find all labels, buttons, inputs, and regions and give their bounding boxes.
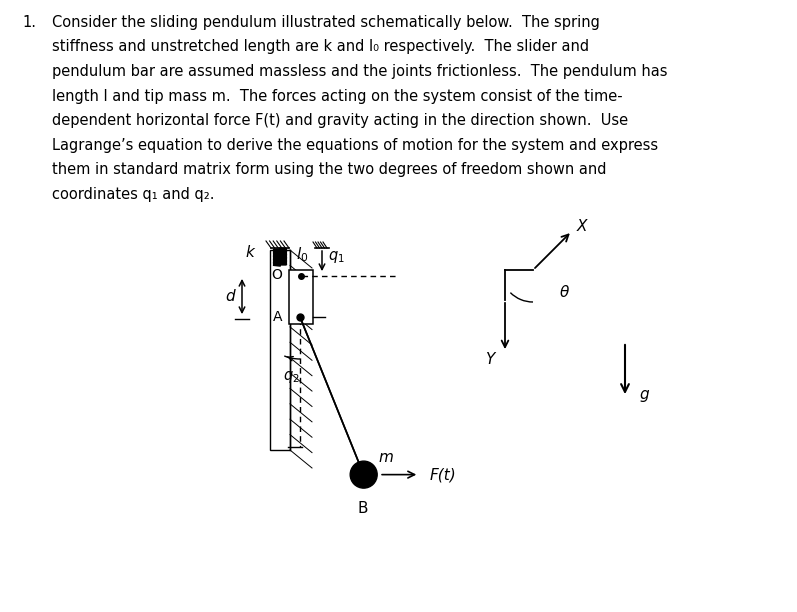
Text: coordinates q₁ and q₂.: coordinates q₁ and q₂.: [52, 187, 214, 201]
Text: $q_2$: $q_2$: [283, 369, 300, 385]
Text: $q_1$: $q_1$: [328, 249, 345, 265]
Text: m: m: [379, 450, 393, 465]
Text: $\theta$: $\theta$: [559, 284, 571, 300]
Text: length l and tip mass m.  The forces acting on the system consist of the time-: length l and tip mass m. The forces acti…: [52, 89, 622, 103]
Text: F(t): F(t): [429, 467, 456, 482]
Text: A: A: [273, 310, 282, 324]
Bar: [270, 250, 290, 450]
Text: O: O: [271, 268, 282, 282]
Text: k: k: [245, 245, 254, 259]
Bar: [289, 270, 313, 324]
Circle shape: [350, 461, 377, 488]
Text: $l_0$: $l_0$: [296, 245, 308, 264]
Text: pendulum bar are assumed massless and the joints frictionless.  The pendulum has: pendulum bar are assumed massless and th…: [52, 64, 668, 79]
Text: 1.: 1.: [22, 15, 36, 30]
Text: X: X: [577, 218, 587, 234]
Text: them in standard matrix form using the two degrees of freedom shown and: them in standard matrix form using the t…: [52, 162, 607, 177]
Text: d: d: [226, 289, 235, 304]
Text: Y: Y: [485, 352, 495, 367]
Text: stiffness and unstretched length are k and l₀ respectively.  The slider and: stiffness and unstretched length are k a…: [52, 40, 589, 54]
Text: Lagrange’s equation to derive the equations of motion for the system and express: Lagrange’s equation to derive the equati…: [52, 138, 658, 152]
Text: g: g: [639, 387, 649, 403]
Text: dependent horizontal force F(t) and gravity acting in the direction shown.  Use: dependent horizontal force F(t) and grav…: [52, 113, 628, 128]
Text: Consider the sliding pendulum illustrated schematically below.  The spring: Consider the sliding pendulum illustrate…: [52, 15, 600, 30]
Text: B: B: [357, 501, 368, 516]
